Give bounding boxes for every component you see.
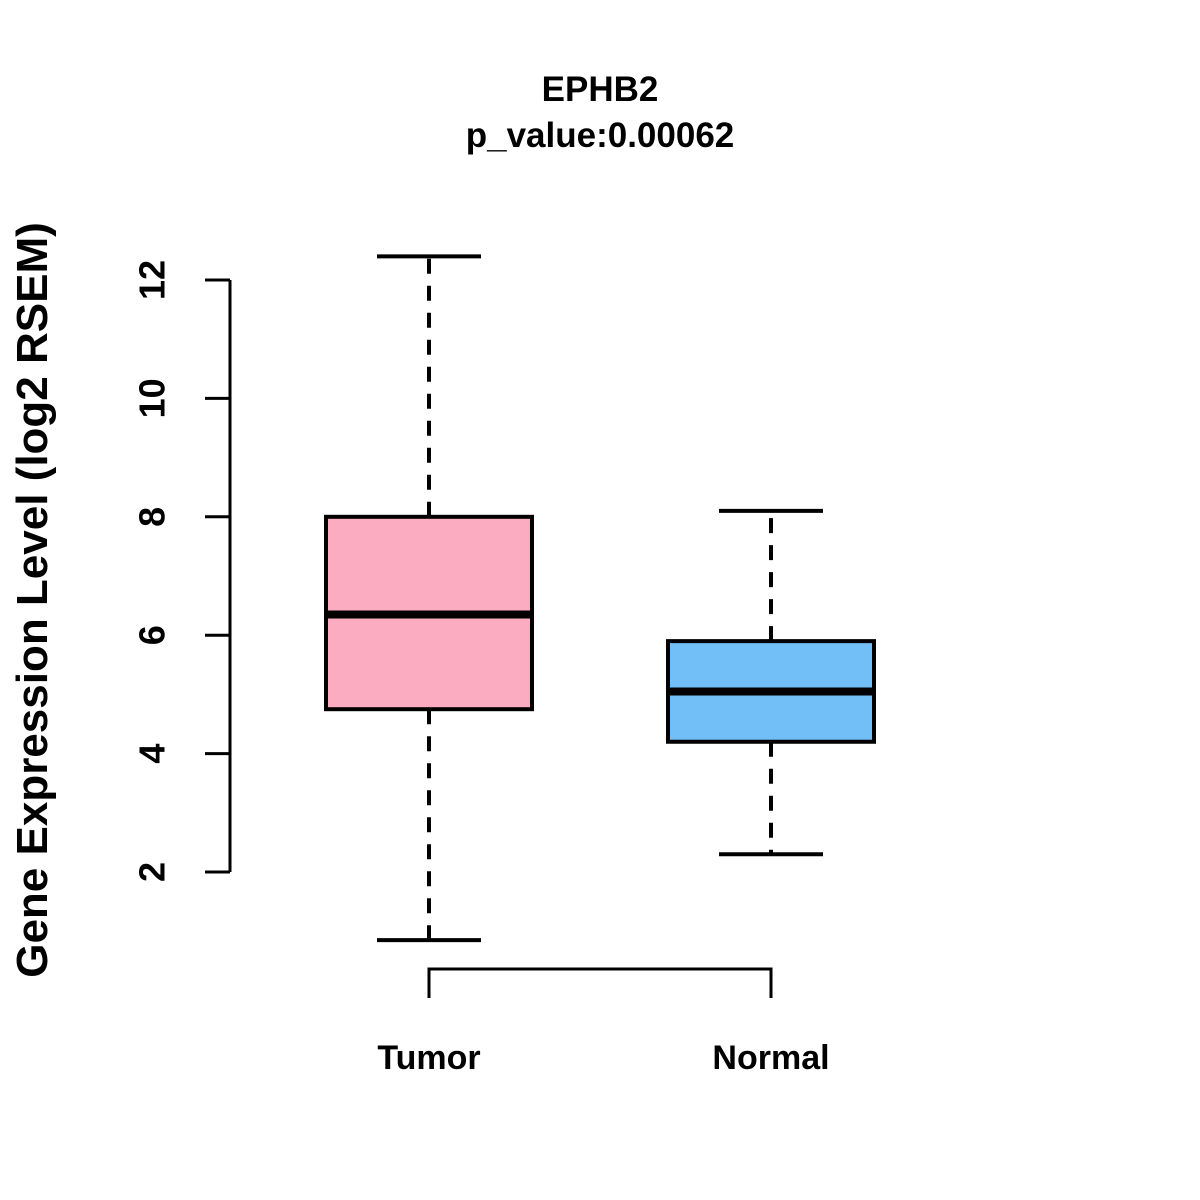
y-axis-tick-label: 6 <box>132 625 173 645</box>
y-axis-tick-label: 10 <box>132 378 173 418</box>
tumor-label: Tumor <box>377 1039 480 1077</box>
y-axis-tick-label: 8 <box>132 507 173 527</box>
normal-label: Normal <box>712 1039 829 1077</box>
y-axis-tick-label: 12 <box>132 260 173 300</box>
y-axis-tick-label: 2 <box>132 862 173 882</box>
y-axis-tick-label: 4 <box>132 744 173 764</box>
x-axis-bracket <box>427 967 773 998</box>
chart-title: EPHB2 <box>541 70 659 109</box>
chart-subtitle: p_value:0.00062 <box>465 116 735 155</box>
